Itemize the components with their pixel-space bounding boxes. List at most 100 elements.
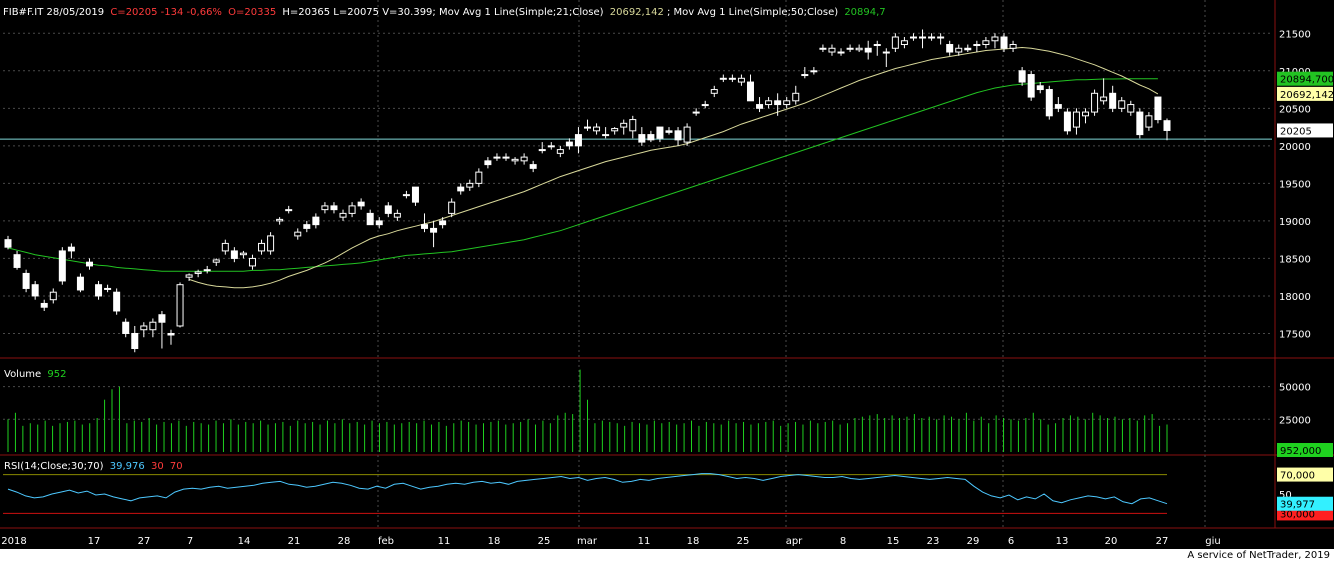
candle-body [421, 224, 429, 229]
candle-body [946, 44, 954, 53]
candle-body [212, 259, 220, 263]
candle-body [466, 182, 474, 188]
candle-body [746, 81, 754, 102]
candle-body [85, 261, 93, 267]
candle-body [783, 100, 791, 106]
badge-rsi-upper: 70,000 [1280, 471, 1315, 482]
candle-body [357, 201, 365, 207]
badge-volume-bg [1277, 443, 1333, 457]
candle-body [294, 231, 302, 237]
price-tick-label: 20000 [1279, 142, 1311, 153]
candle-body [348, 205, 356, 214]
candle-body [1127, 104, 1135, 113]
badge-ma50: 20894,700 [1280, 75, 1334, 86]
candle-body [765, 100, 773, 106]
date-tick-label: mar [577, 536, 598, 547]
footer: A service of NetTrader, 2019 [0, 549, 1334, 563]
candle-body [511, 158, 519, 162]
badge-ma21-bg [1277, 86, 1333, 101]
candle-body [710, 89, 718, 94]
rsi-label-value: 39,976 [110, 461, 145, 472]
ma21-series [188, 46, 1159, 289]
candle-body [448, 201, 456, 214]
candle-body [330, 205, 338, 211]
badge-ma21: 20692,142 [1280, 90, 1334, 101]
candle-body [973, 44, 981, 47]
candle-body [58, 250, 66, 282]
candle-body [375, 220, 383, 226]
price-tick-label: 20500 [1279, 104, 1311, 115]
rsi-tick-label: 50 [1279, 490, 1292, 501]
candle-body [1091, 92, 1099, 113]
candle-body [1145, 115, 1153, 128]
candle-body [719, 77, 727, 80]
candle-body [1018, 70, 1026, 83]
candle-body [104, 287, 112, 290]
candle-body [393, 212, 401, 218]
price-tick-label: 19000 [1279, 217, 1311, 228]
candle-body [728, 77, 736, 80]
date-tick-label: 11 [438, 536, 451, 547]
candle-body [13, 254, 21, 268]
candle-body [239, 252, 247, 256]
candle-body [774, 100, 782, 106]
rsi-label-lower: 30 [151, 461, 164, 472]
date-tick-label: 28 [338, 536, 351, 547]
candle-body [22, 272, 30, 289]
date-tick-label: 20 [1105, 536, 1118, 547]
candle-body [149, 321, 157, 331]
badge-close-bg [1277, 123, 1333, 138]
candle-body [919, 36, 927, 39]
candle-body [76, 276, 84, 291]
date-tick-label: 29 [967, 536, 980, 547]
candle-body [647, 134, 655, 141]
volume-tick-label: 50000 [1279, 383, 1311, 394]
date-tick-label: 8 [840, 536, 846, 547]
candle-body [167, 332, 175, 336]
candle-body [1136, 111, 1144, 136]
date-tick-label: 6 [1008, 536, 1014, 547]
badge-rsi-value: 39,977 [1280, 500, 1315, 511]
date-tick-label: 25 [538, 536, 551, 547]
date-tick-label: apr [786, 536, 803, 547]
candle-body [185, 274, 193, 278]
candle-body [258, 242, 266, 252]
candle-body [321, 205, 329, 211]
candle-body [366, 212, 374, 226]
candle-body [846, 47, 854, 50]
date-tick-label: feb [378, 536, 394, 547]
rsi-label-upper: 70 [170, 461, 183, 472]
candle-body [285, 209, 293, 212]
badge-rsi-upper-bg [1277, 467, 1333, 482]
candle-body [611, 128, 619, 132]
date-tick-label: 17 [88, 536, 101, 547]
badge-rsi-lower: 30,000 [1280, 509, 1315, 520]
candle-body [756, 104, 764, 109]
price-tick-label: 21500 [1279, 29, 1311, 40]
candle-body [439, 220, 447, 226]
price-tick-label: 18500 [1279, 254, 1311, 265]
candle-body [131, 332, 139, 349]
candle-body [855, 47, 863, 51]
candle-body [602, 134, 610, 137]
candle-body [4, 239, 12, 248]
candle-body [882, 51, 890, 54]
candle-body [1163, 120, 1171, 131]
rsi-line [7, 473, 1168, 505]
date-tick-label: 27 [138, 536, 151, 547]
header-ma21-value: 20692,142 [610, 7, 664, 18]
header-ma50-label: ; Mov Avg 1 Line(Simple;50;Close) [667, 7, 838, 18]
candle-body [520, 156, 528, 162]
candle-body [674, 130, 682, 141]
candle-body [982, 40, 990, 46]
chart-svg: 1750018000185001900019500200002050021000… [0, 0, 1334, 547]
candle-body [891, 36, 899, 49]
candle-body [692, 111, 700, 114]
candle-body [40, 302, 48, 308]
header-open: O=20335 [228, 7, 276, 18]
candle-body [1000, 36, 1008, 49]
header-close: C=20205 -134 -0,66% [110, 7, 222, 18]
date-tick-label: 18 [687, 536, 700, 547]
candle-body [574, 134, 582, 147]
